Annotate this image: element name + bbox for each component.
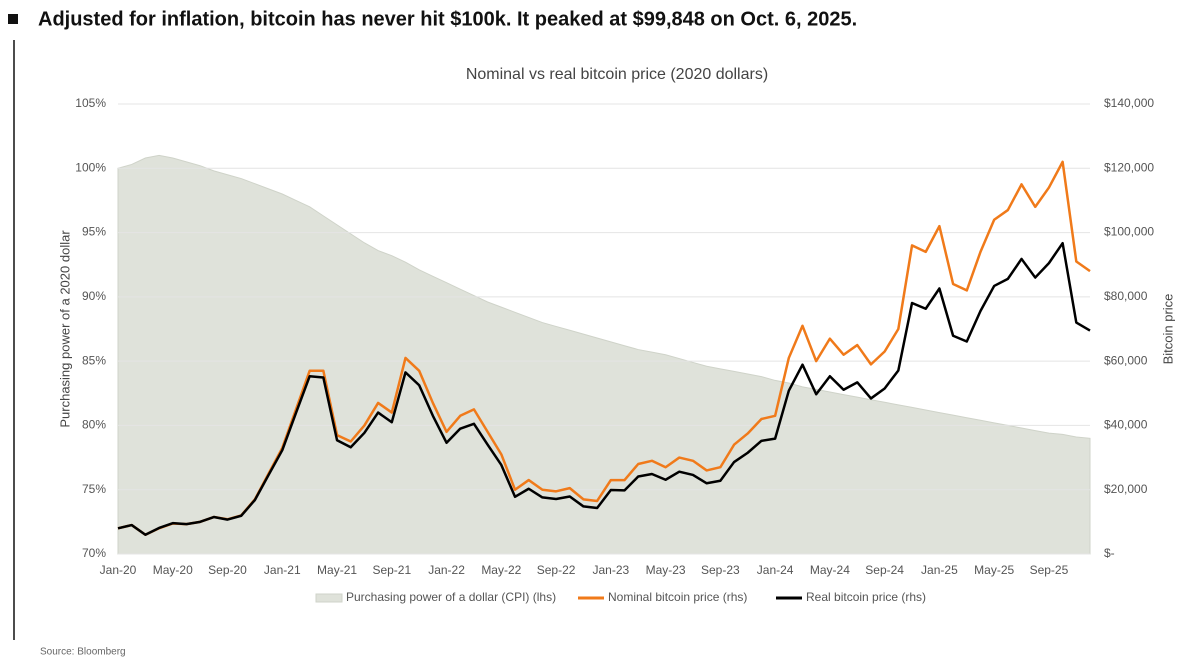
- x-tick-label: May-22: [481, 563, 521, 577]
- headline: Adjusted for inflation, bitcoin has neve…: [38, 8, 857, 30]
- y-tick-label: 75%: [82, 482, 106, 496]
- chart-title: Nominal vs real bitcoin price (2020 doll…: [466, 66, 768, 83]
- area: [117, 154, 1091, 555]
- x-tick-label: May-23: [646, 563, 686, 577]
- x-tick-label: May-20: [153, 563, 193, 577]
- x-tick-label: Jan-22: [428, 563, 465, 577]
- source: Source: Bloomberg: [40, 647, 126, 658]
- x-tick-label: May-25: [974, 563, 1014, 577]
- y-tick-label: 100%: [75, 160, 106, 174]
- y2-tick-label: $80,000: [1104, 289, 1148, 303]
- y-tick-label: 90%: [82, 289, 106, 303]
- x-tick-label: Sep-22: [537, 563, 576, 577]
- x-tick-label: May-24: [810, 563, 850, 577]
- legend-label: Nominal bitcoin price (rhs): [608, 590, 747, 604]
- line: [117, 241, 1091, 536]
- y2-tick-label: $100,000: [1104, 225, 1154, 239]
- y-axis-label: Purchasing power of a 2020 dollar: [57, 230, 72, 428]
- y2-tick-label: $-: [1104, 546, 1115, 560]
- y-tick-label: 70%: [82, 546, 106, 560]
- y2-tick-label: $20,000: [1104, 482, 1148, 496]
- y-tick-label: 85%: [82, 353, 106, 367]
- headline-marker: [8, 14, 18, 24]
- x-tick-label: Sep-21: [372, 563, 411, 577]
- y-tick-label: 80%: [82, 418, 106, 432]
- x-tick-label: Jan-20: [100, 563, 137, 577]
- x-tick-label: Jan-21: [264, 563, 301, 577]
- y2-tick-label: $120,000: [1104, 160, 1154, 174]
- x-tick-label: May-21: [317, 563, 357, 577]
- legend-label: Purchasing power of a dollar (CPI) (lhs): [346, 590, 556, 604]
- x-tick-label: Sep-24: [865, 563, 904, 577]
- x-tick-label: Sep-23: [701, 563, 740, 577]
- legend-swatch: [315, 593, 343, 603]
- legend-label: Real bitcoin price (rhs): [806, 590, 926, 604]
- y2-tick-label: $140,000: [1104, 96, 1154, 110]
- x-tick-label: Jan-23: [592, 563, 629, 577]
- x-tick-label: Sep-25: [1030, 563, 1069, 577]
- x-tick-label: Jan-24: [757, 563, 794, 577]
- y-tick-label: 95%: [82, 225, 106, 239]
- x-tick-label: Jan-25: [921, 563, 958, 577]
- y2-axis-label: Bitcoin price: [1160, 294, 1175, 365]
- x-tick-label: Sep-20: [208, 563, 247, 577]
- y2-tick-label: $40,000: [1104, 418, 1148, 432]
- y2-tick-label: $60,000: [1104, 353, 1148, 367]
- y-tick-label: 105%: [75, 96, 106, 110]
